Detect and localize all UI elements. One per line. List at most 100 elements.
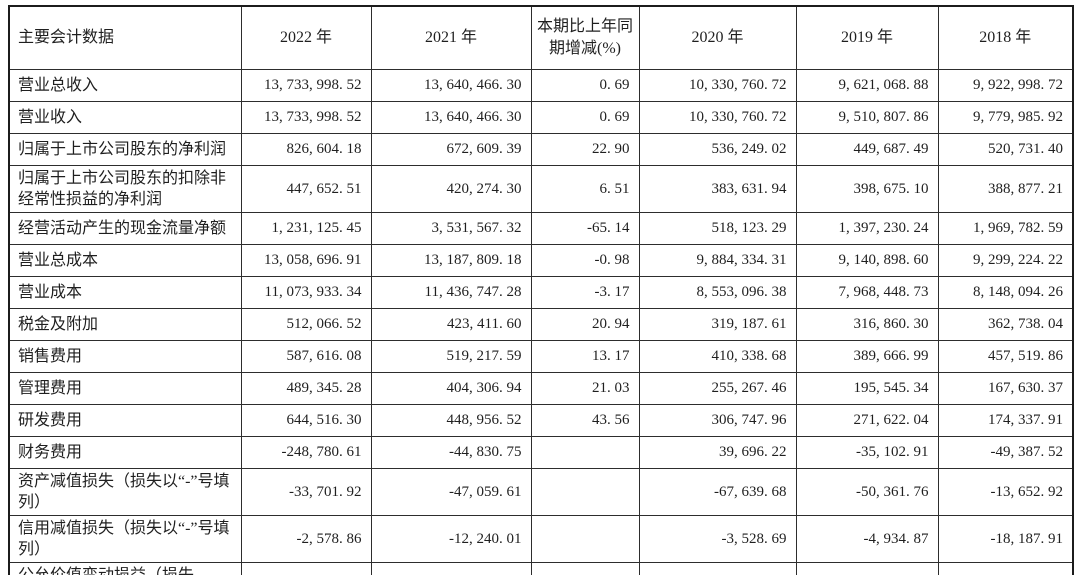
cell-value: 3, 531, 567. 32	[370, 212, 532, 245]
cell-value: 10, 330, 760. 72	[638, 69, 797, 102]
cell-value: 11, 436, 747. 28	[370, 276, 532, 309]
cell-value: 0. 69	[530, 69, 640, 102]
cell-value: 13, 640, 466. 30	[370, 69, 532, 102]
cell-value: -12, 240. 01	[370, 515, 532, 563]
cell-value: -49, 387. 52	[937, 436, 1074, 469]
cell-value: 13. 17	[530, 340, 640, 373]
cell-value: 174, 337. 91	[937, 404, 1074, 437]
cell-value: 43. 56	[530, 404, 640, 437]
table-header: 主要会计数据 2022 年 2021 年 本期比上年同期增减(%) 2020 年…	[8, 5, 1074, 70]
cell-value: 420, 274. 30	[370, 165, 532, 213]
cell-value: 9, 922, 998. 72	[937, 69, 1074, 102]
cell-value: 423, 411. 60	[370, 308, 532, 341]
cell-value: 5, 033. 75	[240, 562, 372, 575]
cell-value: 21. 03	[530, 372, 640, 405]
cell-value: 8, 553, 096. 38	[638, 276, 797, 309]
row-label: 销售费用	[8, 340, 242, 373]
cell-value: 644, 516. 30	[240, 404, 372, 437]
cell-value: 39, 696. 22	[638, 436, 797, 469]
header-year-2019: 2019 年	[795, 5, 939, 70]
cell-value: -67, 639. 68	[638, 468, 797, 516]
row-label: 研发费用	[8, 404, 242, 437]
cell-value: -35, 102. 91	[795, 436, 939, 469]
cell-value: 9, 621, 068. 88	[795, 69, 939, 102]
cell-value: 306, 747. 96	[638, 404, 797, 437]
cell-value: 388, 877. 21	[937, 165, 1074, 213]
cell-value: 30, 644. 09	[370, 562, 532, 575]
cell-value	[530, 468, 640, 516]
cell-value: -18, 187. 91	[937, 515, 1074, 563]
cell-value: -3, 528. 69	[638, 515, 797, 563]
cell-value: 1, 397, 230. 24	[795, 212, 939, 245]
table-row: 资产减值损失（损失以“-”号填列） -33, 701. 92 -47, 059. 6…	[8, 468, 1074, 516]
cell-value: -13, 652. 92	[937, 468, 1074, 516]
row-label: 营业总成本	[8, 244, 242, 277]
row-label: 公允价值变动损益（损失以“-”号填列）	[8, 562, 242, 575]
cell-value: -248, 780. 61	[240, 436, 372, 469]
cell-value: 383, 631. 94	[638, 165, 797, 213]
cell-value: 587, 616. 08	[240, 340, 372, 373]
table-row: 研发费用 644, 516. 30 448, 956. 52 43. 56 306, 7…	[8, 404, 1074, 437]
cell-value: 9, 140, 898. 60	[795, 244, 939, 277]
row-label: 经营活动产生的现金流量净额	[8, 212, 242, 245]
row-label: 归属于上市公司股东的扣除非经常性损益的净利润	[8, 165, 242, 213]
header-row: 主要会计数据 2022 年 2021 年 本期比上年同期增减(%) 2020 年…	[8, 5, 1074, 70]
row-label: 税金及附加	[8, 308, 242, 341]
cell-value: 319, 187. 61	[638, 308, 797, 341]
cell-value: 1, 969, 782. 59	[937, 212, 1074, 245]
cell-value: 518, 123. 29	[638, 212, 797, 245]
cell-value: 13, 733, 998. 52	[240, 101, 372, 134]
row-label: 资产减值损失（损失以“-”号填列）	[8, 468, 242, 516]
row-label: 营业成本	[8, 276, 242, 309]
table-row: 营业总收入 13, 733, 998. 52 13, 640, 466. 30 0. …	[8, 69, 1074, 102]
cell-value: 255, 267. 46	[638, 372, 797, 405]
table-row: 公允价值变动损益（损失以“-”号填列）5, 033. 7530, 644. 09…	[8, 562, 1074, 575]
header-year-2021: 2021 年	[370, 5, 532, 70]
row-label: 营业收入	[8, 101, 242, 134]
cell-value: 489, 345. 28	[240, 372, 372, 405]
cell-value: 448, 956. 52	[370, 404, 532, 437]
cell-value: -7, 330. 20	[795, 562, 939, 575]
cell-value: 362, 738. 04	[937, 308, 1074, 341]
row-label: 营业总收入	[8, 69, 242, 102]
table-row: 营业成本 11, 073, 933. 34 11, 436, 747. 28 -3. …	[8, 276, 1074, 309]
table-row: 经营活动产生的现金流量净额 1, 231, 125. 45 3, 531, 567.…	[8, 212, 1074, 245]
cell-value: 457, 519. 86	[937, 340, 1074, 373]
cell-value: 16, 520. 86	[638, 562, 797, 575]
cell-value: 1, 231, 125. 45	[240, 212, 372, 245]
cell-value: 13, 187, 809. 18	[370, 244, 532, 277]
cell-value: -50, 361. 76	[795, 468, 939, 516]
table-row: 归属于上市公司股东的净利润 826, 604. 18 672, 609. 39 22.…	[8, 133, 1074, 166]
cell-value	[530, 515, 640, 563]
cell-value: 316, 860. 30	[795, 308, 939, 341]
cell-value: 389, 666. 99	[795, 340, 939, 373]
row-label: 管理费用	[8, 372, 242, 405]
row-label: 归属于上市公司股东的净利润	[8, 133, 242, 166]
cell-value: -33, 701. 92	[240, 468, 372, 516]
cell-value: 0. 69	[530, 101, 640, 134]
table-row: 管理费用 489, 345. 28 404, 306. 94 21. 03 255, 2…	[8, 372, 1074, 405]
table-row: 营业总成本 13, 058, 696. 91 13, 187, 809. 18 -0.…	[8, 244, 1074, 277]
cell-value: -14, 035. 13	[937, 562, 1074, 575]
cell-value: 410, 338. 68	[638, 340, 797, 373]
cell-value	[530, 436, 640, 469]
header-main-accounting-data: 主要会计数据	[8, 5, 242, 70]
cell-value: 20. 94	[530, 308, 640, 341]
cell-value: 13, 058, 696. 91	[240, 244, 372, 277]
cell-value: 519, 217. 59	[370, 340, 532, 373]
cell-value: 536, 249. 02	[638, 133, 797, 166]
cell-value: -2, 578. 86	[240, 515, 372, 563]
cell-value: -65. 14	[530, 212, 640, 245]
cell-value: 672, 609. 39	[370, 133, 532, 166]
cell-value: 404, 306. 94	[370, 372, 532, 405]
cell-value: 449, 687. 49	[795, 133, 939, 166]
cell-value: 512, 066. 52	[240, 308, 372, 341]
cell-value: 195, 545. 34	[795, 372, 939, 405]
row-label: 财务费用	[8, 436, 242, 469]
cell-value: 9, 884, 334. 31	[638, 244, 797, 277]
financial-summary-table: 主要会计数据 2022 年 2021 年 本期比上年同期增减(%) 2020 年…	[8, 5, 1074, 575]
table-row: 销售费用 587, 616. 08 519, 217. 59 13. 17 410, 3…	[8, 340, 1074, 373]
header-year-2018: 2018 年	[937, 5, 1074, 70]
header-year-2022: 2022 年	[240, 5, 372, 70]
